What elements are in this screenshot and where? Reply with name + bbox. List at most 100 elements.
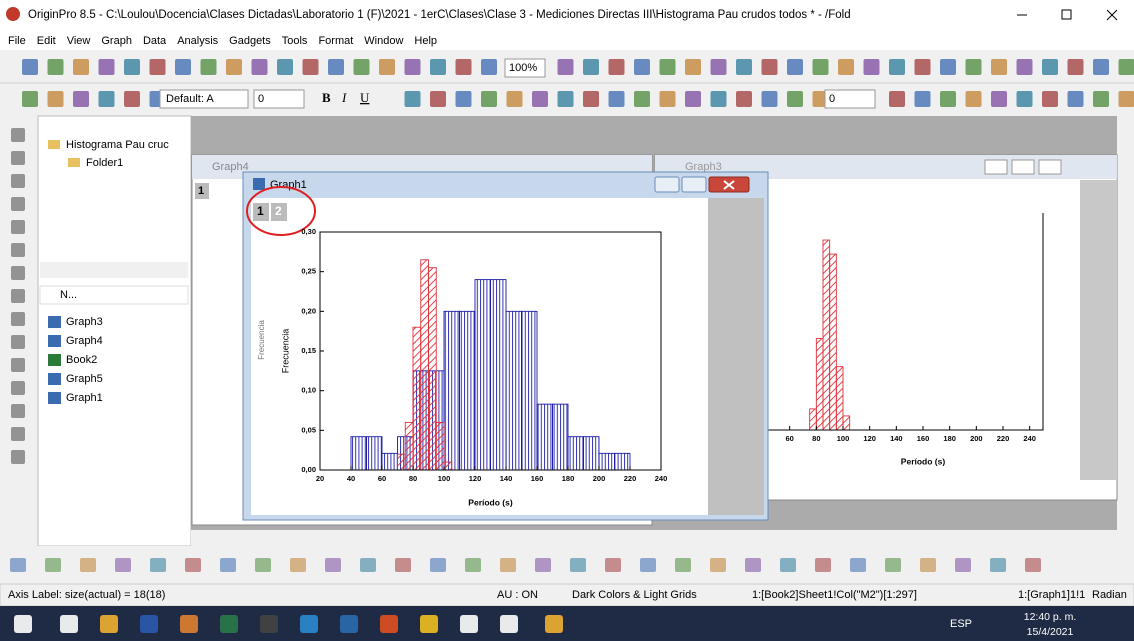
toolbar-button[interactable] [379, 59, 395, 75]
toolbar-button[interactable] [535, 558, 551, 572]
minimize[interactable] [654, 176, 680, 193]
explorer-item[interactable]: Graph5 [66, 373, 103, 385]
tool-button[interactable] [11, 312, 25, 326]
explorer-item[interactable]: Graph3 [66, 316, 103, 328]
toolbar-button[interactable] [659, 59, 676, 75]
toolbar-button[interactable] [863, 59, 880, 75]
toolbar-button[interactable] [1093, 59, 1109, 75]
toolbar-button[interactable] [290, 558, 306, 572]
toolbar-button[interactable] [124, 91, 140, 107]
toolbar-button[interactable] [889, 91, 905, 107]
minimize[interactable] [984, 159, 1008, 175]
toolbar-button[interactable] [685, 91, 701, 107]
toolbar-button[interactable] [812, 59, 829, 75]
toolbar-button[interactable] [838, 59, 854, 75]
tool-button[interactable] [11, 151, 25, 165]
tool-button[interactable] [11, 335, 25, 349]
font-box[interactable] [159, 89, 249, 109]
maximize[interactable] [681, 176, 707, 193]
menu-item[interactable]: File [8, 35, 26, 47]
toolbar-button[interactable] [1042, 91, 1058, 107]
toolbar-button[interactable] [1016, 59, 1033, 75]
toolbar-button[interactable] [98, 59, 115, 75]
tool-button[interactable] [11, 427, 25, 441]
menu-item[interactable]: Gadgets [229, 35, 271, 47]
toolbar-button[interactable] [787, 91, 803, 107]
taskbar-icon[interactable] [380, 615, 398, 633]
menu-item[interactable]: Data [143, 35, 167, 47]
toolbar-button[interactable] [608, 59, 625, 75]
toolbar-button[interactable] [850, 558, 866, 572]
tool-button[interactable] [11, 381, 25, 395]
toolbar-button[interactable] [465, 558, 481, 572]
taskbar-icon[interactable] [500, 615, 518, 633]
toolbar-button[interactable] [1025, 558, 1041, 572]
toolbar-button[interactable] [302, 59, 319, 75]
toolbar-button[interactable] [325, 558, 341, 572]
toolbar-button[interactable] [914, 59, 931, 75]
toolbar-button[interactable] [955, 558, 971, 572]
toolbar-button[interactable] [1067, 59, 1084, 75]
tool-button[interactable] [11, 128, 25, 142]
menu-item[interactable]: View [67, 35, 91, 47]
toolbar-button[interactable] [22, 91, 38, 107]
toolbar-button[interactable] [1118, 91, 1134, 107]
toolbar-button[interactable] [608, 91, 625, 107]
clock-time[interactable]: 12:40 p. m. [1024, 611, 1077, 623]
menu-item[interactable]: Analysis [177, 35, 218, 47]
toolbar-button[interactable] [640, 558, 656, 572]
layer-tab[interactable] [271, 203, 287, 221]
taskbar-icon[interactable] [545, 615, 563, 633]
toolbar-button[interactable] [736, 59, 752, 75]
toolbar-button[interactable] [73, 59, 89, 75]
toolbar-button[interactable] [710, 558, 726, 572]
toolbar-button[interactable] [185, 558, 201, 572]
tool-button[interactable] [11, 174, 25, 188]
menu-item[interactable]: Edit [37, 35, 56, 47]
taskbar-icon[interactable] [260, 615, 278, 633]
toolbar-button[interactable] [532, 91, 548, 107]
toolbar-button[interactable] [277, 59, 293, 75]
toolbar-button[interactable] [500, 558, 516, 572]
toolbar-button[interactable] [353, 59, 370, 75]
tool-button[interactable] [11, 266, 25, 280]
toolbar-button[interactable] [1093, 91, 1109, 107]
toolbar-button[interactable] [745, 558, 761, 572]
toolbar-button[interactable] [404, 59, 421, 75]
toolbar-button[interactable] [780, 558, 796, 572]
toolbar-button[interactable] [965, 59, 982, 75]
toolbar-button[interactable] [98, 91, 115, 107]
toolbar-button[interactable] [22, 59, 38, 75]
toolbar-button[interactable] [455, 59, 472, 75]
toolbar-button[interactable] [1042, 59, 1058, 75]
toolbar-button[interactable] [634, 59, 650, 75]
close[interactable] [1106, 9, 1118, 21]
taskbar-icon[interactable] [220, 615, 238, 633]
toolbar-button[interactable] [736, 91, 752, 107]
toolbar-button[interactable] [583, 91, 599, 107]
toolbar-button[interactable] [710, 59, 727, 75]
toolbar-button[interactable] [150, 558, 166, 572]
taskbar-icon[interactable] [60, 615, 78, 633]
menu-item[interactable]: Format [318, 35, 353, 47]
tool-button[interactable] [11, 358, 25, 372]
explorer-item[interactable]: Graph4 [66, 335, 103, 347]
toolbar-button[interactable] [175, 59, 191, 75]
toolbar-button[interactable] [1016, 91, 1033, 107]
menu-item[interactable]: Help [414, 35, 437, 47]
toolbar-button[interactable] [404, 91, 421, 107]
toolbar-button[interactable] [991, 59, 1007, 75]
taskbar-icon[interactable] [180, 615, 198, 633]
explorer-item[interactable]: Book2 [66, 354, 97, 366]
zoom-box[interactable] [504, 58, 546, 78]
toolbar-button[interactable] [124, 59, 140, 75]
toolbar-button[interactable] [991, 91, 1007, 107]
toolbar-button[interactable] [570, 558, 586, 572]
taskbar-icon[interactable] [140, 615, 158, 633]
menu-item[interactable]: Graph [101, 35, 132, 47]
toolbar-button[interactable] [557, 59, 574, 75]
size-box-2[interactable] [824, 89, 876, 109]
toolbar-button[interactable] [605, 558, 621, 572]
maximize[interactable] [1011, 159, 1035, 175]
toolbar-button[interactable] [583, 59, 599, 75]
